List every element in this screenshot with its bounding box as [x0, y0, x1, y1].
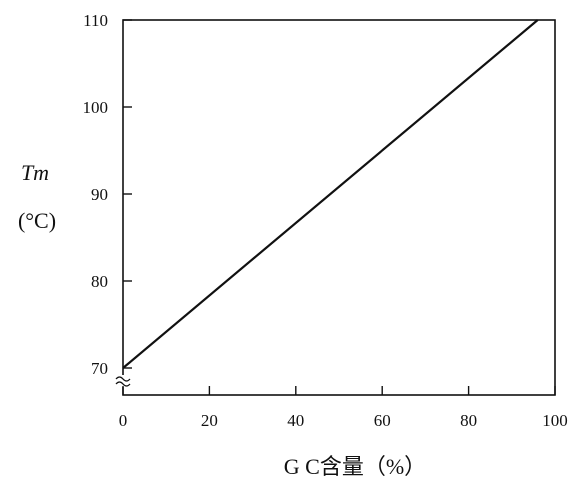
series-line — [122, 19, 539, 369]
y-tick-label: 100 — [83, 98, 109, 117]
x-tick-label: 100 — [542, 411, 568, 430]
x-tick-label: 60 — [374, 411, 391, 430]
y-axis-break-line-upper — [115, 376, 131, 382]
x-tick-label: 0 — [119, 411, 128, 430]
x-tick-label: 20 — [201, 411, 218, 430]
y-axis-break-mark — [115, 375, 131, 387]
plot-frame — [115, 19, 556, 396]
x-tick-label: 80 — [460, 411, 477, 430]
plot-border — [122, 19, 556, 396]
tick-labels: 0 20 40 60 80 100 70 80 90 100 110 — [83, 11, 568, 430]
y-axis-break-gap — [117, 375, 129, 387]
y-tick-label: 110 — [83, 11, 108, 30]
y-tick-label: 70 — [91, 359, 108, 378]
y-axis-unit: (°C) — [18, 208, 56, 233]
series-layer — [122, 19, 539, 369]
y-tick-label: 90 — [91, 185, 108, 204]
x-tick-label: 40 — [287, 411, 304, 430]
y-axis-break-line-lower — [115, 381, 131, 387]
axis-ticks — [122, 19, 556, 395]
y-tick-label: 80 — [91, 272, 108, 291]
y-axis-title: Tm — [21, 160, 49, 185]
x-axis-title: G C含量（%） — [284, 454, 426, 479]
